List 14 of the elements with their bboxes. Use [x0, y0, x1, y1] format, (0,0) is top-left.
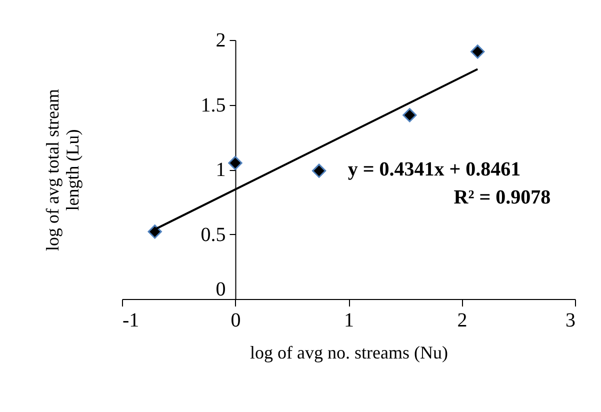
- y-tick-label: 1: [216, 159, 226, 181]
- x-tick-label: 3: [566, 310, 576, 332]
- x-tick-label: 2: [457, 310, 468, 332]
- x-tick-label: 1: [344, 310, 354, 332]
- y-tick-label: 0.5: [200, 224, 226, 246]
- annotation: y = 0.4341x + 0.8461: [348, 158, 521, 180]
- x-axis-title: log of avg no. streams (Nu): [250, 342, 448, 362]
- y-tick-label: 0: [216, 278, 226, 300]
- y-axis-title: log of avg total stream length (Lu): [42, 89, 82, 251]
- y-tick-label: 1.5: [200, 94, 226, 116]
- y-tick-label: 2: [216, 30, 226, 52]
- x-tick-label: -1: [122, 310, 140, 332]
- annotation: R² = 0.9078: [454, 186, 551, 208]
- x-tick-label: 0: [230, 310, 241, 332]
